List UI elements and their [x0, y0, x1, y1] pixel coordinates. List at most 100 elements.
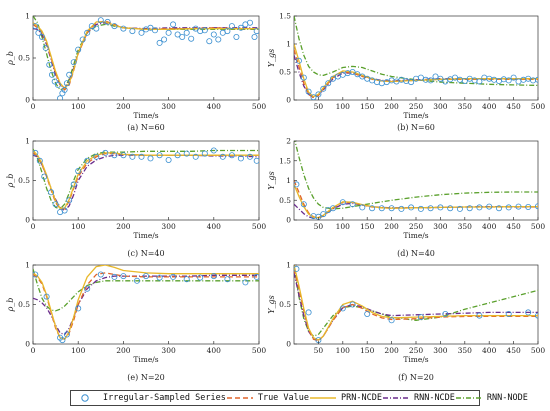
legend-label-rnn-node: RNN-NODE: [486, 393, 528, 403]
sample-point: [33, 149, 39, 156]
sample-point: [437, 204, 444, 211]
sample-point: [156, 152, 163, 159]
x-tick-label: 200: [384, 222, 399, 231]
data-layer: [294, 16, 538, 100]
sample-point: [133, 277, 140, 284]
x-tick-label: 100: [71, 346, 86, 355]
sample-point: [84, 29, 91, 36]
sample-point: [84, 157, 91, 164]
sample-point: [120, 273, 127, 280]
x-tick-label: 200: [116, 346, 131, 355]
y-tick-label: 1.5: [279, 156, 291, 165]
sample-point: [138, 153, 145, 160]
data-layer: [33, 16, 259, 100]
sample-point: [39, 34, 46, 41]
x-tick-label: 500: [531, 102, 546, 111]
sample-point: [388, 205, 395, 212]
sample-point: [201, 27, 208, 34]
sample-point: [442, 310, 449, 317]
sample-point: [129, 28, 136, 35]
sample-point: [359, 73, 366, 80]
x-tick-label: 500: [252, 222, 267, 231]
x-tick-label: 150: [360, 222, 375, 231]
sample-point: [66, 197, 73, 204]
x-tick-label: 250: [409, 346, 424, 355]
legend-label-prn: PRN-NCDE: [341, 393, 382, 403]
legend: Irregular-Sampled Series True Value PRN-…: [70, 390, 528, 406]
sample-point: [120, 152, 127, 159]
sample-point: [61, 207, 68, 214]
sample-point: [305, 309, 312, 316]
y-tick-label: 1: [286, 40, 291, 49]
y-tick-label: 2: [286, 137, 291, 146]
sample-point: [97, 17, 104, 24]
sample-point: [417, 74, 424, 81]
sample-point: [369, 205, 376, 212]
sample-point: [246, 153, 253, 160]
sample-point: [325, 80, 332, 87]
y-tick-label: 0.5: [18, 176, 30, 185]
sample-point: [251, 34, 258, 41]
sample-point: [476, 204, 483, 211]
x-tick-label: 400: [207, 222, 222, 231]
sample-point: [201, 150, 208, 157]
panel-caption: (a) N=60: [127, 123, 164, 132]
sample-point: [461, 78, 468, 85]
sample-point: [535, 76, 538, 83]
sample-point: [54, 81, 61, 88]
sample-point: [466, 205, 473, 212]
plot-frame: [32, 140, 260, 221]
sample-point: [93, 153, 100, 160]
panel-caption: (c) N=40: [127, 249, 164, 258]
legend-item-prn: PRN-NCDE: [309, 393, 382, 403]
sample-point: [294, 181, 300, 188]
sample-point: [535, 312, 538, 319]
x-tick-label: 450: [506, 346, 521, 355]
sample-point: [59, 337, 66, 344]
y-tick-label: 0: [286, 96, 291, 105]
y-axis-label: ρ_b: [6, 51, 15, 66]
sample-point: [300, 74, 307, 81]
sample-point: [228, 152, 235, 159]
sample-point: [161, 36, 168, 43]
plot-frame: [293, 15, 539, 101]
sample-point: [495, 205, 502, 212]
sample-point: [51, 78, 58, 85]
x-axis-label: Time/s: [133, 355, 158, 364]
sample-point: [233, 34, 240, 41]
x-tick-label: 100: [336, 346, 351, 355]
x-tick-label: 350: [458, 102, 473, 111]
sample-point: [408, 204, 415, 211]
sample-point: [349, 301, 356, 308]
x-tick-label: 150: [360, 102, 375, 111]
sample-point: [215, 36, 222, 43]
y-axis-label: Υ_gs: [267, 171, 276, 190]
y-axis-label: Υ_gs: [267, 49, 276, 68]
sample-point: [88, 23, 95, 30]
x-tick-label: 350: [458, 346, 473, 355]
sample-point: [300, 201, 307, 208]
sample-point: [49, 71, 56, 78]
sample-point: [224, 276, 231, 283]
sample-point: [515, 78, 522, 85]
sample-point: [33, 271, 39, 278]
panel-1: 0 100 200 300 400 500 0 0.5 1 Time/s ρ_b (a) N=60: [6, 12, 266, 133]
data-layer: [33, 147, 259, 216]
sample-point: [486, 203, 493, 210]
x-tick-label: 450: [506, 222, 521, 231]
sample-point: [359, 204, 366, 211]
sample-point: [75, 167, 82, 174]
sample-point: [427, 77, 434, 84]
y-tick-label: 1.5: [279, 12, 291, 21]
x-tick-label: 300: [161, 346, 176, 355]
sample-point: [349, 201, 356, 208]
series-line-rnn-ncde: [294, 272, 538, 341]
x-tick-label: 400: [207, 102, 222, 111]
sample-point: [111, 273, 118, 280]
sample-point: [183, 276, 190, 283]
sample-point: [183, 150, 190, 157]
x-tick-label: 400: [207, 346, 222, 355]
legend-swatch-rnn-node: [455, 397, 482, 399]
sample-point: [84, 285, 91, 292]
sample-point: [138, 29, 145, 36]
